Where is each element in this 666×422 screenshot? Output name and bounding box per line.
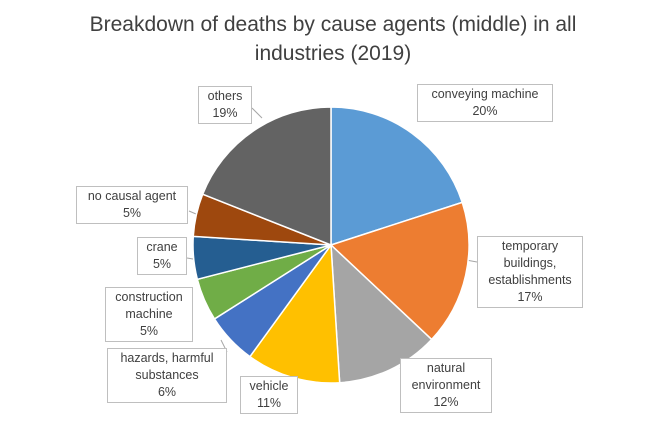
data-label-0-value: 20%: [472, 104, 498, 118]
data-label-0: conveying machine 20%: [417, 84, 553, 122]
data-label-7-value: 5%: [122, 206, 142, 220]
data-label-4-text-1: substances: [135, 368, 199, 382]
data-label-7: no causal agent 5%: [76, 186, 188, 224]
data-label-5-value: 5%: [139, 324, 159, 338]
data-label-8: others 19%: [198, 86, 252, 124]
chart-title-line-1: Breakdown of deaths by cause agents (mid…: [89, 13, 577, 36]
data-label-6-text-0: crane: [146, 240, 178, 254]
data-label-5-text-0: construction: [115, 290, 183, 304]
data-label-2-value: 12%: [433, 395, 459, 409]
pie-slices: [192, 106, 470, 384]
data-label-5-text-1: machine: [125, 307, 173, 321]
data-label-1-text-2: establishments: [488, 273, 572, 287]
pie-slice-0: [330, 106, 464, 247]
data-label-6-value: 5%: [152, 257, 172, 271]
leader-line-6: [186, 257, 194, 260]
data-label-1-text-1: buildings,: [503, 256, 557, 270]
data-label-4-text-0: hazards, harmful: [120, 351, 214, 365]
data-label-8-value: 19%: [212, 106, 238, 120]
pie-slice-1: [329, 201, 470, 341]
data-label-2-text-0: natural: [426, 361, 466, 375]
pie-slice-2: [330, 243, 433, 384]
data-label-1: temporary buildings, establishments 17%: [477, 236, 583, 308]
data-label-5: construction machine 5%: [105, 287, 193, 342]
data-label-3-text-0: vehicle: [249, 379, 289, 393]
data-label-4: hazards, harmful substances 6%: [107, 348, 227, 403]
data-label-8-text-0: others: [207, 89, 243, 103]
data-label-1-text-0: temporary: [501, 239, 559, 253]
leader-line-7: [188, 210, 197, 215]
pie-slice-8: [201, 106, 332, 247]
data-label-0-text-0: conveying machine: [431, 87, 539, 101]
leader-line-8: [251, 107, 263, 119]
data-label-3: vehicle 11%: [240, 376, 298, 414]
data-label-1-value: 17%: [517, 290, 543, 304]
data-label-2: natural environment 12%: [400, 358, 492, 413]
data-label-3-value: 11%: [256, 396, 282, 410]
data-label-7-text-0: no causal agent: [87, 189, 177, 203]
data-label-4-value: 6%: [157, 385, 177, 399]
chart-title-line-2: industries (2019): [254, 42, 412, 65]
data-label-6: crane 5%: [137, 237, 187, 275]
data-label-2-text-1: environment: [411, 378, 481, 392]
chart-title: Breakdown of deaths by cause agents (mid…: [0, 10, 666, 68]
